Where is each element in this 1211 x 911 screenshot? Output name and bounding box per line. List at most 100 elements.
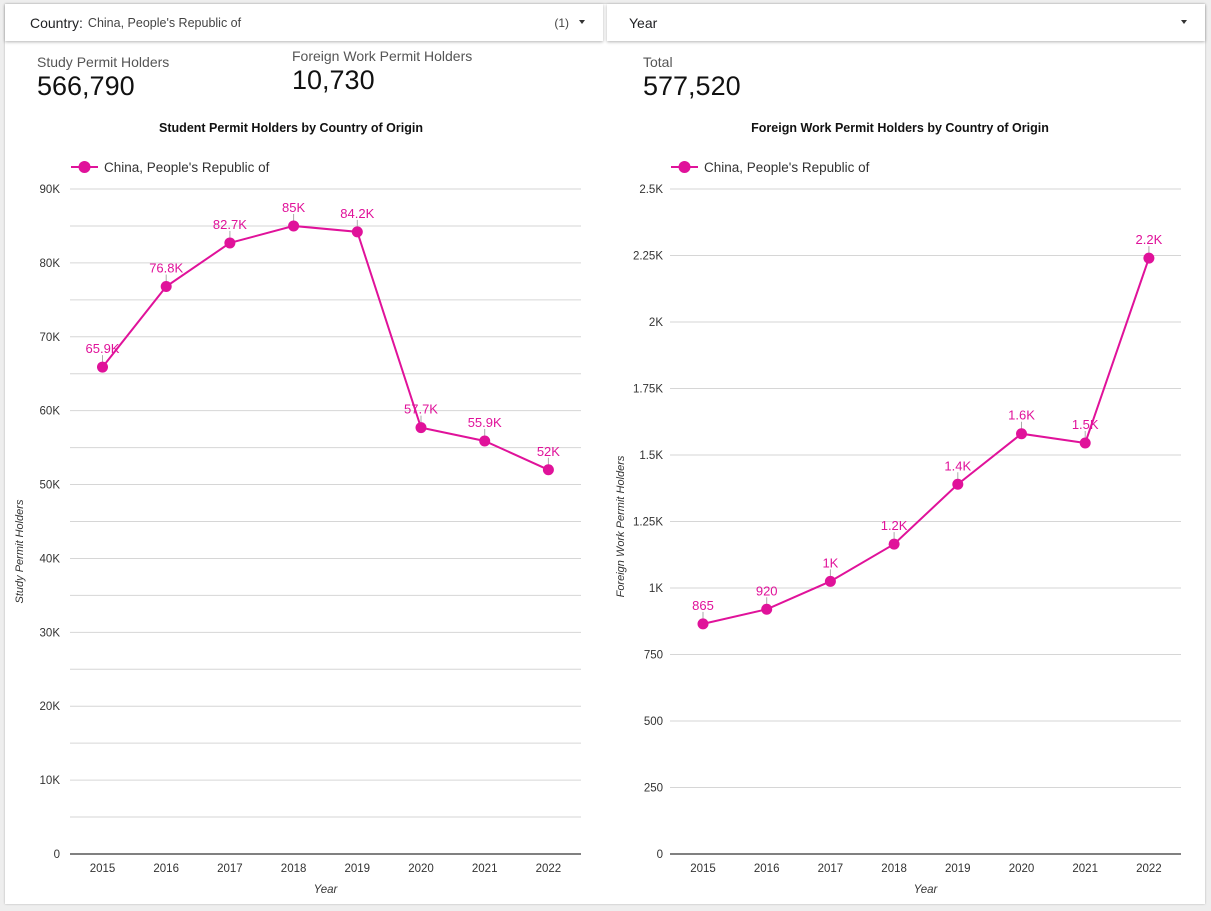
data-label: 920: [756, 583, 778, 598]
y-axis-title: Study Permit Holders: [14, 499, 26, 603]
x-tick-label: 2017: [217, 863, 243, 875]
y-tick-label: 60K: [40, 406, 61, 418]
y-tick-label: 80K: [40, 258, 61, 270]
x-axis-title: Year: [914, 884, 939, 896]
data-point: [824, 575, 836, 587]
total-scorecard: Total 577,520: [643, 54, 741, 102]
y-tick-label: 1.5K: [639, 450, 663, 462]
x-tick-label: 2020: [408, 863, 434, 875]
study-permit-scorecard: Study Permit Holders 566,790: [37, 54, 169, 102]
country-filter[interactable]: Country: China, People's Republic of (1): [5, 4, 603, 41]
x-tick-label: 2022: [536, 863, 562, 875]
data-point: [351, 226, 363, 238]
chevron-down-icon: [1181, 20, 1187, 24]
y-tick-label: 250: [644, 783, 663, 795]
student-chart-title: Student Permit Holders by Country of Ori…: [159, 121, 423, 135]
x-tick-label: 2021: [472, 863, 498, 875]
work-permit-line-chart: 0 250 500 750 1K 1.25K 1.5K 1.75K 2K 2.25K 2.5K 201…: [615, 160, 1181, 896]
data-label: 1.5K: [1072, 417, 1099, 432]
scorecard-value: 566,790: [37, 71, 135, 101]
work-permit-scorecard: Foreign Work Permit Holders 10,730: [292, 48, 472, 96]
data-label: 1.6K: [1008, 408, 1035, 423]
data-point: [542, 464, 554, 476]
x-tick-label: 2015: [90, 863, 116, 875]
data-label: 65.9K: [86, 341, 120, 356]
year-filter-label: Year: [629, 14, 658, 31]
y-tick-label: 30K: [40, 627, 61, 639]
x-tick-label: 2018: [881, 863, 907, 875]
work-chart-title: Foreign Work Permit Holders by Country o…: [751, 121, 1049, 135]
country-filter-label: Country:: [30, 14, 83, 31]
data-point: [288, 220, 300, 232]
legend-label: China, People's Republic of: [704, 160, 870, 175]
y-tick-label: 1K: [649, 583, 663, 595]
x-tick-label: 2021: [1072, 863, 1098, 875]
y-tick-label: 70K: [40, 332, 61, 344]
series-line: [101, 224, 549, 471]
scorecard-label: Total: [643, 54, 673, 70]
data-label: 82.7K: [213, 217, 247, 232]
country-filter-value: China, People's Republic of: [87, 15, 242, 30]
data-label: 85K: [282, 200, 305, 215]
data-point: [952, 478, 964, 490]
scorecard-label: Foreign Work Permit Holders: [292, 48, 473, 64]
data-point: [697, 618, 709, 630]
y-tick-label: 40K: [40, 553, 61, 565]
y-tick-label: 1.25K: [633, 517, 663, 529]
data-point: [888, 538, 900, 550]
y-tick-label: 500: [644, 716, 663, 728]
y-tick-label: 90K: [40, 184, 61, 196]
student-permit-line-chart: 0 10K 20K 30K 40K 50K 60K 70K 80K 90K 2015 2016 2017…: [14, 160, 581, 896]
data-point: [479, 435, 491, 447]
series-line: [702, 257, 1150, 625]
legend-label: China, People's Republic of: [104, 160, 270, 175]
chevron-down-icon: [579, 20, 585, 24]
y-tick-label: 2K: [649, 317, 663, 329]
legend-marker: [78, 161, 91, 173]
y-tick-label: 10K: [40, 775, 61, 787]
x-axis-title: Year: [314, 884, 339, 896]
x-tick-label: 2020: [1009, 863, 1035, 875]
data-point: [224, 237, 236, 249]
report-canvas: Country: China, People's Republic of (1)…: [5, 4, 1205, 904]
x-tick-label: 2016: [153, 863, 179, 875]
data-label: 57.7K: [404, 402, 438, 417]
x-tick-label: 2018: [281, 863, 307, 875]
year-filter[interactable]: Year: [607, 4, 1205, 41]
data-point: [1016, 428, 1027, 440]
data-label: 865: [692, 598, 714, 613]
y-axis-title: Foreign Work Permit Holders: [615, 455, 627, 597]
data-label: 1.4K: [944, 458, 971, 473]
y-tick-label: 2.5K: [639, 184, 663, 196]
data-label: 76.8K: [149, 261, 183, 276]
scorecard-label: Study Permit Holders: [37, 54, 170, 70]
data-label: 1K: [822, 555, 838, 570]
data-point: [160, 281, 172, 293]
country-filter-count: (1): [554, 15, 569, 30]
x-tick-label: 2017: [818, 863, 844, 875]
scorecard-value: 10,730: [292, 65, 375, 95]
y-tick-label: 20K: [40, 701, 61, 713]
data-label: 1.2K: [881, 518, 908, 533]
data-point: [1079, 437, 1091, 449]
y-tick-label: 0: [54, 849, 60, 861]
x-tick-label: 2019: [345, 863, 371, 875]
y-tick-label: 2.25K: [633, 251, 663, 263]
x-tick-label: 2019: [945, 863, 971, 875]
y-tick-label: 1.75K: [633, 384, 663, 396]
data-point: [97, 361, 108, 373]
y-tick-label: 750: [644, 650, 663, 662]
y-tick-label: 0: [657, 849, 663, 861]
data-label: 52K: [537, 444, 560, 459]
legend-marker: [678, 161, 691, 173]
data-point: [415, 422, 427, 434]
x-tick-label: 2022: [1136, 863, 1162, 875]
data-label: 55.9K: [468, 415, 502, 430]
data-point: [1143, 252, 1155, 264]
data-label: 84.2K: [340, 206, 374, 221]
scorecard-value: 577,520: [643, 71, 741, 101]
y-tick-label: 50K: [40, 480, 61, 492]
data-label: 2.2K: [1136, 232, 1163, 247]
data-point: [761, 603, 773, 615]
x-tick-label: 2015: [690, 863, 716, 875]
